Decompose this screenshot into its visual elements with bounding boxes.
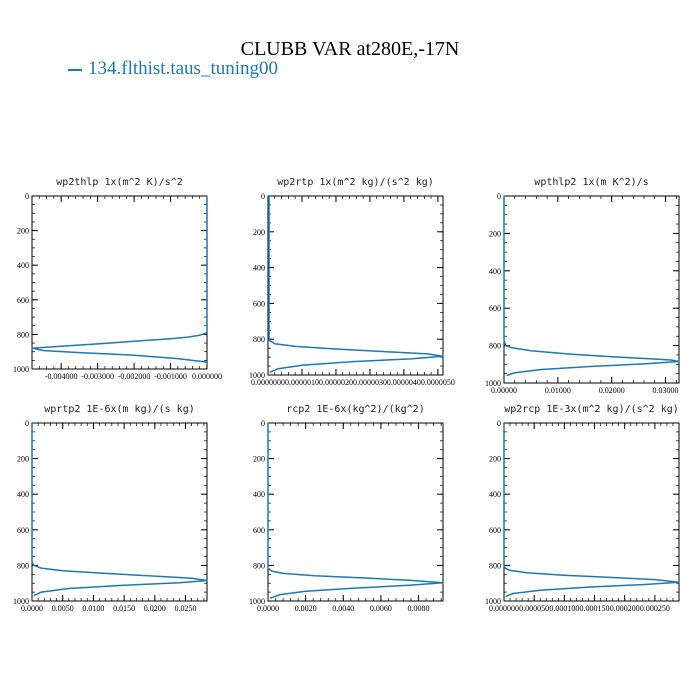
y-tick-label: 600 — [489, 526, 501, 535]
y-tick-label: 800 — [17, 330, 29, 339]
y-tick-label: 800 — [489, 342, 501, 351]
y-tick-label: 1000 — [485, 597, 501, 606]
x-tick-label: 0.00000 — [491, 386, 517, 395]
x-tick-label: 0.000050 — [519, 604, 549, 613]
page-title: CLUBB VAR at280E,-17N — [240, 38, 460, 60]
x-tick-label: 0.03000 — [653, 386, 679, 395]
subplot-2: wp2rtp 1x(m^2 kg)/(s^2 kg) 0 200 400 600 800 1… — [249, 177, 455, 387]
x-tick-label: 0.0000040 — [387, 378, 421, 387]
y-tick-label: 0 — [261, 419, 265, 428]
y-tick-label: 800 — [17, 561, 29, 570]
subplot-title: rcp2 1E-6x(kg^2)/(kg^2) — [286, 404, 424, 415]
x-tick-label: 0.0080 — [408, 604, 430, 613]
y-tick-label: 400 — [253, 490, 265, 499]
x-tick-label: 0.0000030 — [353, 378, 387, 387]
x-tick-label: -0.003000 — [81, 372, 114, 381]
subplot-title: wprtp2 1E-6x(m kg)/(s kg) — [44, 404, 195, 415]
y-tick-label: 1000 — [485, 379, 501, 388]
subplot-5: rcp2 1E-6x(kg^2)/(kg^2) 0 200 400 600 800 1000… — [249, 404, 444, 613]
x-tick-label: -0.002000 — [118, 372, 151, 381]
series-line — [31, 196, 208, 363]
y-tick-label: 400 — [489, 267, 501, 276]
y-tick-label: 800 — [253, 335, 265, 344]
legend-swatch — [68, 68, 82, 71]
x-tick-label: 0.0020 — [295, 604, 317, 613]
x-tick-label: 0.000000 — [192, 372, 222, 381]
legend-label: 134.flthist.taus_tuning00 — [88, 58, 278, 79]
x-tick-label: 0.0000 — [257, 604, 279, 613]
y-tick-label: 200 — [17, 455, 29, 464]
subplot-1: wp2thlp 1x(m^2 K)/s^2 0 200 400 600 800 1000 -0… — [13, 177, 222, 381]
x-tick-label: -0.001000 — [154, 372, 187, 381]
y-tick-label: 600 — [17, 526, 29, 535]
x-tick-label: -0.004000 — [45, 372, 78, 381]
x-tick-label: 0.000150 — [580, 604, 610, 613]
subplot-3: wpthlp2 1x(m K^2)/s 0 200 400 600 800 10000.00… — [485, 177, 680, 395]
subplot-frame — [267, 195, 444, 376]
x-tick-label: 0.0000020 — [319, 378, 353, 387]
x-tick-label: 0.0100 — [82, 604, 104, 613]
x-tick-label: 0.0000 — [21, 604, 43, 613]
subplot-6: wp2rcp 1E-3x(m^2 kg)/(s^2 kg)0 200 400 600 8… — [485, 404, 680, 613]
x-tick-label: 0.0060 — [370, 604, 392, 613]
y-tick-label: 200 — [489, 455, 501, 464]
y-tick-label: 1000 — [249, 371, 265, 380]
series-line — [31, 423, 208, 597]
subplot-title: wp2rcp 1E-3x(m^2 kg)/(s^2 kg) — [504, 404, 679, 415]
y-tick-label: 800 — [489, 561, 501, 570]
series-line — [267, 423, 444, 600]
subplot-title: wpthlp2 1x(m K^2)/s — [534, 177, 648, 188]
subplot-title: wp2thlp 1x(m^2 K)/s^2 — [56, 177, 182, 188]
series-line — [503, 423, 680, 598]
y-tick-label: 0 — [497, 419, 501, 428]
y-tick-label: 600 — [489, 304, 501, 313]
x-tick-label: 0.000200 — [610, 604, 640, 613]
x-tick-label: 0.01000 — [545, 386, 571, 395]
x-tick-label: 0.000100 — [549, 604, 579, 613]
x-tick-label: 0.0200 — [144, 604, 166, 613]
series-line — [503, 196, 680, 377]
x-tick-label: 0.000000 — [489, 604, 519, 613]
x-tick-label: 0.0000000 — [251, 378, 285, 387]
y-tick-label: 600 — [253, 299, 265, 308]
legend: 134.flthist.taus_tuning00 — [68, 58, 278, 80]
subplot-4: wprtp2 1E-6x(m kg)/(s kg) 0 200 400 600 800 10… — [13, 404, 208, 613]
y-tick-label: 0 — [25, 192, 29, 201]
y-tick-label: 400 — [253, 264, 265, 273]
x-tick-label: 0.0050 — [52, 604, 74, 613]
series-line — [268, 196, 444, 373]
y-tick-label: 400 — [17, 261, 29, 270]
x-tick-label: 0.0040 — [332, 604, 354, 613]
y-tick-label: 1000 — [249, 597, 265, 606]
y-tick-label: 600 — [253, 526, 265, 535]
y-tick-label: 200 — [489, 229, 501, 238]
x-tick-label: 0.0250 — [175, 604, 197, 613]
y-tick-label: 1000 — [13, 365, 29, 374]
subplot-frame — [503, 422, 680, 602]
y-tick-label: 1000 — [13, 597, 29, 606]
y-tick-label: 0 — [25, 419, 29, 428]
subplot-title: wp2rtp 1x(m^2 kg)/(s^2 kg) — [277, 177, 434, 188]
y-tick-label: 600 — [17, 296, 29, 305]
y-tick-label: 400 — [489, 490, 501, 499]
y-tick-label: 0 — [497, 192, 501, 201]
y-tick-label: 800 — [253, 561, 265, 570]
x-tick-label: 0.02000 — [599, 386, 625, 395]
x-tick-label: 0.0000050 — [421, 378, 455, 387]
y-tick-label: 0 — [261, 192, 265, 201]
x-tick-label: 0.0000010 — [285, 378, 319, 387]
x-tick-label: 0.000250 — [640, 604, 670, 613]
y-tick-label: 400 — [17, 490, 29, 499]
y-tick-label: 200 — [17, 227, 29, 236]
y-tick-label: 200 — [253, 228, 265, 237]
x-tick-label: 0.0150 — [113, 604, 135, 613]
y-tick-label: 200 — [253, 455, 265, 464]
